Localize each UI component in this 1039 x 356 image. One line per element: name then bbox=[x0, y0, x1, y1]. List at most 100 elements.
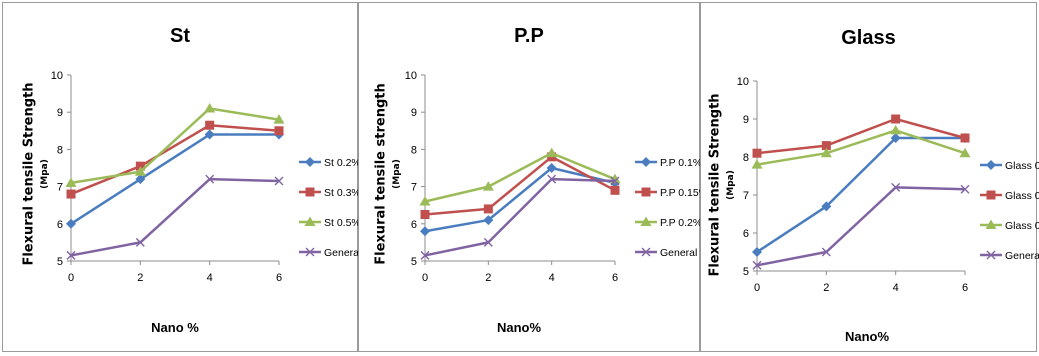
x-tick-label: 0 bbox=[422, 272, 428, 284]
data-point bbox=[821, 247, 831, 257]
data-point bbox=[547, 174, 557, 184]
data-point bbox=[891, 182, 901, 192]
y-tick-label: 9 bbox=[411, 107, 417, 119]
y-tick-label: 10 bbox=[737, 76, 749, 88]
x-tick-label: 0 bbox=[754, 282, 760, 294]
series-line bbox=[756, 186, 966, 267]
y-tick-label: 6 bbox=[743, 228, 749, 240]
y-tick-label: 7 bbox=[57, 182, 63, 194]
series-line bbox=[70, 177, 280, 257]
x-tick-label: 4 bbox=[207, 272, 213, 284]
series-line bbox=[756, 136, 965, 254]
series-line bbox=[756, 117, 966, 155]
x-tick-label: 6 bbox=[612, 272, 618, 284]
legend-label: P.P 0.1% bbox=[660, 157, 702, 169]
y-tick-label: 8 bbox=[57, 144, 63, 156]
data-point bbox=[546, 163, 557, 173]
y-tick-label: 10 bbox=[405, 70, 417, 82]
legend-marker bbox=[641, 187, 651, 197]
chart-title: Glass bbox=[841, 27, 896, 49]
x-axis-label: Nano% bbox=[844, 329, 890, 344]
y-tick-label: 8 bbox=[743, 152, 749, 164]
series-line bbox=[424, 155, 616, 216]
legend-marker bbox=[305, 247, 315, 257]
data-point bbox=[205, 174, 215, 184]
y-tick-label: 5 bbox=[743, 266, 749, 278]
series-line bbox=[424, 177, 616, 257]
data-point bbox=[135, 237, 145, 247]
legend-marker bbox=[305, 157, 315, 167]
x-tick-label: 0 bbox=[68, 272, 74, 284]
y-tick-label: 7 bbox=[743, 190, 749, 202]
data-point bbox=[960, 184, 970, 194]
data-point bbox=[820, 147, 832, 158]
data-point bbox=[204, 129, 215, 140]
data-point bbox=[483, 237, 493, 247]
x-tick-label: 2 bbox=[823, 282, 829, 294]
legend-marker bbox=[641, 247, 651, 257]
data-point bbox=[821, 141, 831, 151]
data-point bbox=[890, 124, 902, 135]
legend-label: Glass 0.2 bbox=[1005, 190, 1039, 202]
y-tick-label: 7 bbox=[411, 182, 417, 194]
series-line bbox=[424, 166, 616, 233]
data-point bbox=[821, 201, 832, 212]
data-point bbox=[482, 181, 494, 191]
data-point bbox=[751, 159, 763, 169]
data-point bbox=[66, 218, 76, 229]
legend-label: General bbox=[660, 247, 697, 259]
legend-marker bbox=[986, 250, 996, 260]
data-point bbox=[134, 166, 146, 176]
chart-plot: 5 6 7 8 9 10 0 2 4 6 Glass 0.15 Glass 0.2 Glass 0.3 G… bbox=[737, 76, 1039, 294]
x-tick-label: 4 bbox=[893, 282, 899, 294]
legend-marker bbox=[305, 187, 315, 197]
chart-title: St bbox=[170, 25, 190, 47]
legend-label: St 0.5% bbox=[324, 217, 361, 229]
x-tick-label: 6 bbox=[962, 282, 968, 294]
chart-plot: 5 6 7 8 9 10 0 2 4 6 P.P 0.1% P.P 0.15% P.P 0.2% Gene… bbox=[405, 70, 708, 284]
data-point bbox=[752, 148, 762, 158]
legend-label: Glass 0.3 bbox=[1005, 220, 1039, 232]
data-point bbox=[890, 133, 901, 143]
x-axis-label: Nano% bbox=[496, 320, 542, 335]
data-point bbox=[420, 226, 430, 237]
legend-label: St 0.2% bbox=[324, 157, 361, 169]
y-tick-label: 5 bbox=[57, 256, 63, 268]
data-point bbox=[420, 210, 430, 219]
data-point bbox=[66, 250, 76, 260]
legend-marker bbox=[304, 216, 316, 226]
legend-marker bbox=[986, 160, 996, 170]
data-point bbox=[273, 114, 285, 124]
chart-panel-st: St Flexural tensile Strength (Mpa) Nano … bbox=[2, 2, 361, 352]
data-point bbox=[274, 126, 284, 136]
chart-panel-glass: Glass Flexural tensile Strength (Mpa) Na… bbox=[700, 2, 1039, 352]
data-point bbox=[65, 177, 77, 187]
series-line bbox=[70, 133, 279, 225]
legend-marker bbox=[640, 216, 652, 226]
data-point bbox=[752, 247, 762, 257]
y-tick-label: 9 bbox=[743, 114, 749, 126]
series-line bbox=[70, 123, 280, 196]
legend-label: P.P 0.15% bbox=[660, 187, 708, 199]
data-point bbox=[135, 161, 145, 171]
legend-marker bbox=[641, 157, 651, 167]
legend-marker bbox=[985, 219, 997, 229]
y-tick-label: 8 bbox=[411, 144, 417, 156]
data-point bbox=[959, 147, 971, 158]
data-point bbox=[204, 102, 216, 113]
data-point bbox=[419, 195, 431, 206]
legend-marker bbox=[986, 190, 996, 200]
data-point bbox=[274, 176, 284, 186]
data-point bbox=[960, 133, 970, 143]
series-line bbox=[756, 129, 966, 166]
x-tick-label: 6 bbox=[276, 272, 282, 284]
legend-label: P.P 0.2% bbox=[660, 217, 702, 229]
data-point bbox=[546, 147, 558, 158]
y-tick-label: 9 bbox=[57, 107, 63, 119]
legend-label: General bbox=[324, 247, 361, 259]
chart-title: P.P bbox=[514, 25, 544, 47]
x-axis-label: Nano % bbox=[151, 320, 199, 335]
data-point bbox=[752, 260, 762, 270]
data-point bbox=[420, 250, 430, 260]
